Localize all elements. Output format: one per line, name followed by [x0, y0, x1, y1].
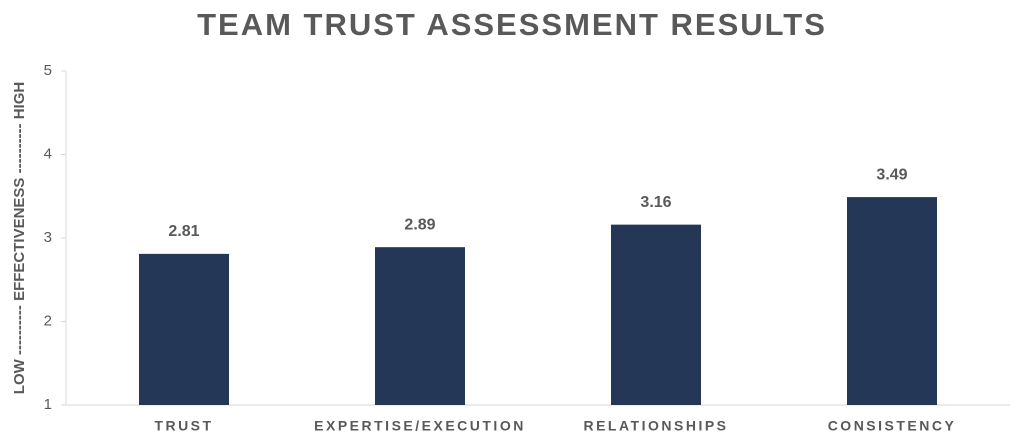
y-tick-label: 4	[44, 145, 52, 162]
y-tick-label: 3	[44, 229, 52, 246]
bar	[375, 247, 465, 405]
y-tick-label: 5	[44, 62, 52, 79]
bar	[611, 224, 701, 405]
value-label: 3.16	[640, 194, 671, 211]
value-label: 3.49	[876, 166, 907, 183]
bar	[139, 253, 229, 405]
value-label: 2.89	[404, 216, 435, 233]
x-tick-label: RELATIONSHIPS	[583, 418, 728, 434]
y-axis-label: LOW ---------- EFFECTIVENESS ---------- …	[11, 82, 28, 394]
x-tick-label: EXPERTISE/EXECUTION	[314, 418, 526, 434]
x-tick-label: CONSISTENCY	[828, 418, 957, 434]
value-label: 2.81	[168, 223, 199, 240]
chart-title: TEAM TRUST ASSESSMENT RESULTS	[197, 7, 827, 42]
x-tick-label: TRUST	[154, 418, 213, 434]
y-tick-label: 1	[44, 396, 52, 413]
y-tick-label: 2	[44, 312, 52, 329]
bar	[847, 197, 937, 405]
